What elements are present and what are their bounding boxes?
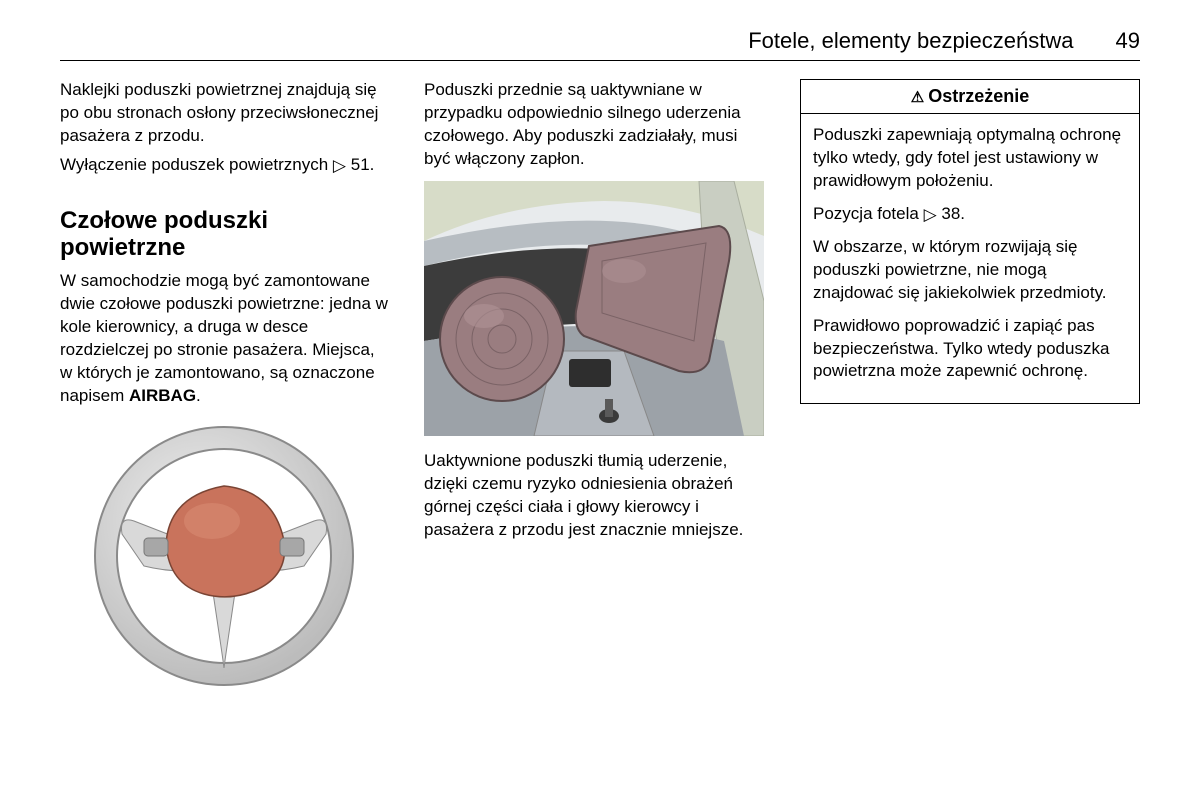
- warning-p2: Pozycja fotela ▷ 38.: [813, 203, 1127, 226]
- warning-box: ⚠Ostrzeżenie Poduszki zapewniają optymal…: [800, 79, 1140, 404]
- deactivation-text: Wyłączenie poduszek powietrznych: [60, 155, 333, 174]
- crossref-page-51: 51: [351, 155, 370, 174]
- driver-airbag-icon: [440, 277, 564, 401]
- warning-p4: Prawidłowo poprowadzić i zapiąć pas bezp…: [813, 315, 1127, 384]
- wheel-button-right-icon: [280, 538, 304, 556]
- warning-heading: ⚠Ostrzeżenie: [801, 80, 1139, 114]
- wheel-airbag-hub-icon: [166, 486, 285, 597]
- page-header: Fotele, elementy bezpieczeństwa 49: [60, 28, 1140, 61]
- col1-para-description: W samochodzie mogą być zamontowane dwie …: [60, 270, 388, 408]
- crossref-page-38: 38: [941, 204, 960, 223]
- col2-para-activation: Poduszki przednie są uaktywniane w przyp…: [424, 79, 764, 171]
- front-airbags-heading: Czołowe poduszki powietrzne: [60, 207, 388, 262]
- crossref-arrow-icon: ▷: [333, 155, 346, 178]
- warning-title-text: Ostrzeżenie: [928, 86, 1029, 106]
- deactivation-suffix: .: [370, 155, 375, 174]
- gear-stick-icon: [605, 399, 613, 417]
- warning-p1: Poduszki zapewniają optymalną ochronę ty…: [813, 124, 1127, 193]
- infotainment-screen-icon: [569, 359, 611, 387]
- col1-para-stickers: Naklejki poduszki powietrznej znajdują s…: [60, 79, 388, 148]
- warning-p2-suffix: .: [960, 204, 965, 223]
- col2-para-cushion: Uaktywnione poduszki tłumią uderzenie, d…: [424, 450, 764, 542]
- content-columns: Naklejki poduszki powietrznej znajdują s…: [60, 79, 1140, 686]
- header-chapter-title: Fotele, elementy bezpieczeństwa: [748, 28, 1073, 54]
- column-1: Naklejki poduszki powietrznej znajdują s…: [60, 79, 388, 686]
- warning-p2-prefix: Pozycja fotela: [813, 204, 924, 223]
- passenger-airbag-highlight-icon: [602, 259, 646, 283]
- dashboard-airbags-figure: [424, 181, 764, 436]
- warning-p3: W obszarze, w którym rozwijają się podus…: [813, 236, 1127, 305]
- wheel-button-left-icon: [144, 538, 168, 556]
- desc-text-suffix: .: [196, 386, 201, 405]
- warning-triangle-icon: ⚠: [911, 89, 924, 106]
- wheel-hub-highlight-icon: [184, 503, 240, 539]
- steering-wheel-figure: [94, 426, 354, 686]
- desc-text-prefix: W samochodzie mogą być zamontowane dwie …: [60, 271, 388, 405]
- column-3: ⚠Ostrzeżenie Poduszki zapewniają optymal…: [800, 79, 1140, 686]
- driver-airbag-highlight-icon: [464, 304, 504, 328]
- airbag-label-word: AIRBAG: [129, 386, 196, 405]
- manual-page: Fotele, elementy bezpieczeństwa 49 Nakle…: [0, 0, 1200, 802]
- crossref-arrow-icon: ▷: [924, 204, 937, 227]
- col1-para-deactivation: Wyłączenie poduszek powietrznych ▷ 51.: [60, 154, 388, 177]
- page-number: 49: [1116, 28, 1140, 54]
- warning-body: Poduszki zapewniają optymalną ochronę ty…: [801, 114, 1139, 403]
- column-2: Poduszki przednie są uaktywniane w przyp…: [424, 79, 764, 686]
